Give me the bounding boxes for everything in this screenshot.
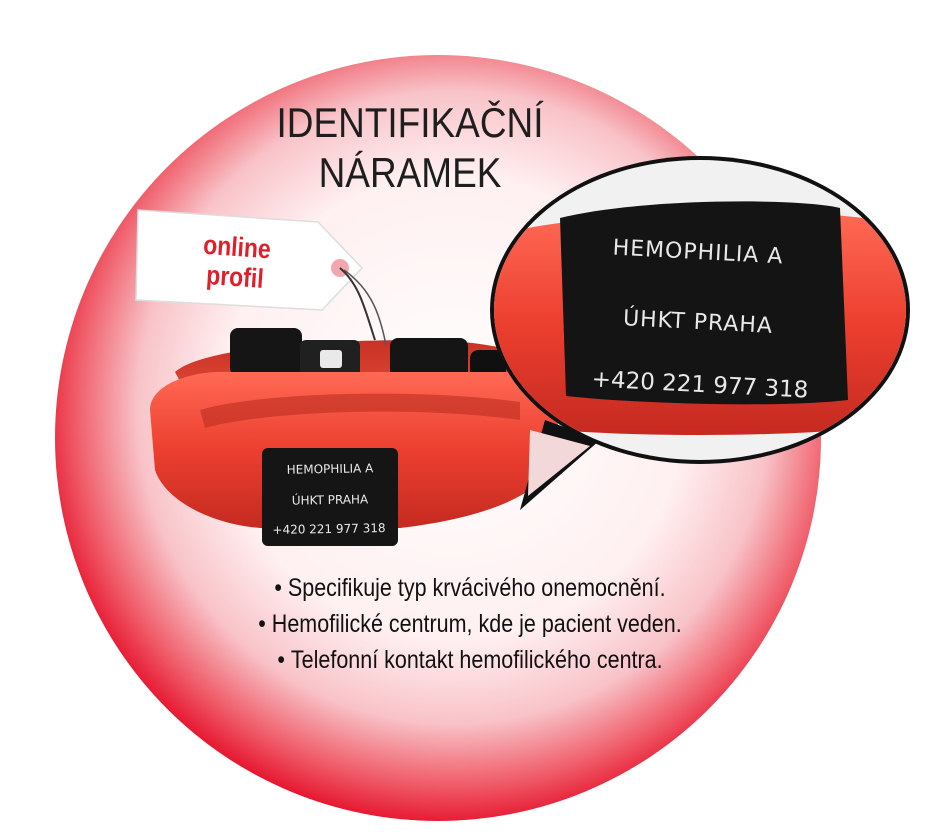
price-tag-icon [135, 209, 387, 346]
title-line-1: IDENTIFIKAČNÍ [276, 99, 544, 146]
tag-line-1: online [202, 229, 272, 265]
page-title: IDENTIFIKAČNÍ NÁRAMEK [225, 98, 595, 198]
small-plate-line-3: +420 221 977 318 [272, 521, 386, 537]
tag-line-2: profil [205, 259, 265, 294]
list-item: Telefonní kontakt hemofilického centra. [169, 642, 771, 678]
speech-bubble-icon [490, 156, 910, 510]
feature-list: Specifikuje typ krvácivého onemocnění. H… [120, 570, 820, 678]
list-item: Hemofilické centrum, kde je pacient vede… [169, 606, 771, 642]
title-line-2: NÁRAMEK [318, 149, 502, 196]
list-item: Specifikuje typ krvácivého onemocnění. [169, 570, 771, 606]
small-plate-line-1: HEMOPHILIA A [286, 461, 374, 477]
small-plate-line-2: ÚHKT PRAHA [291, 492, 369, 508]
bracelet-icon [150, 328, 559, 546]
tag-label: online profil [183, 229, 289, 296]
